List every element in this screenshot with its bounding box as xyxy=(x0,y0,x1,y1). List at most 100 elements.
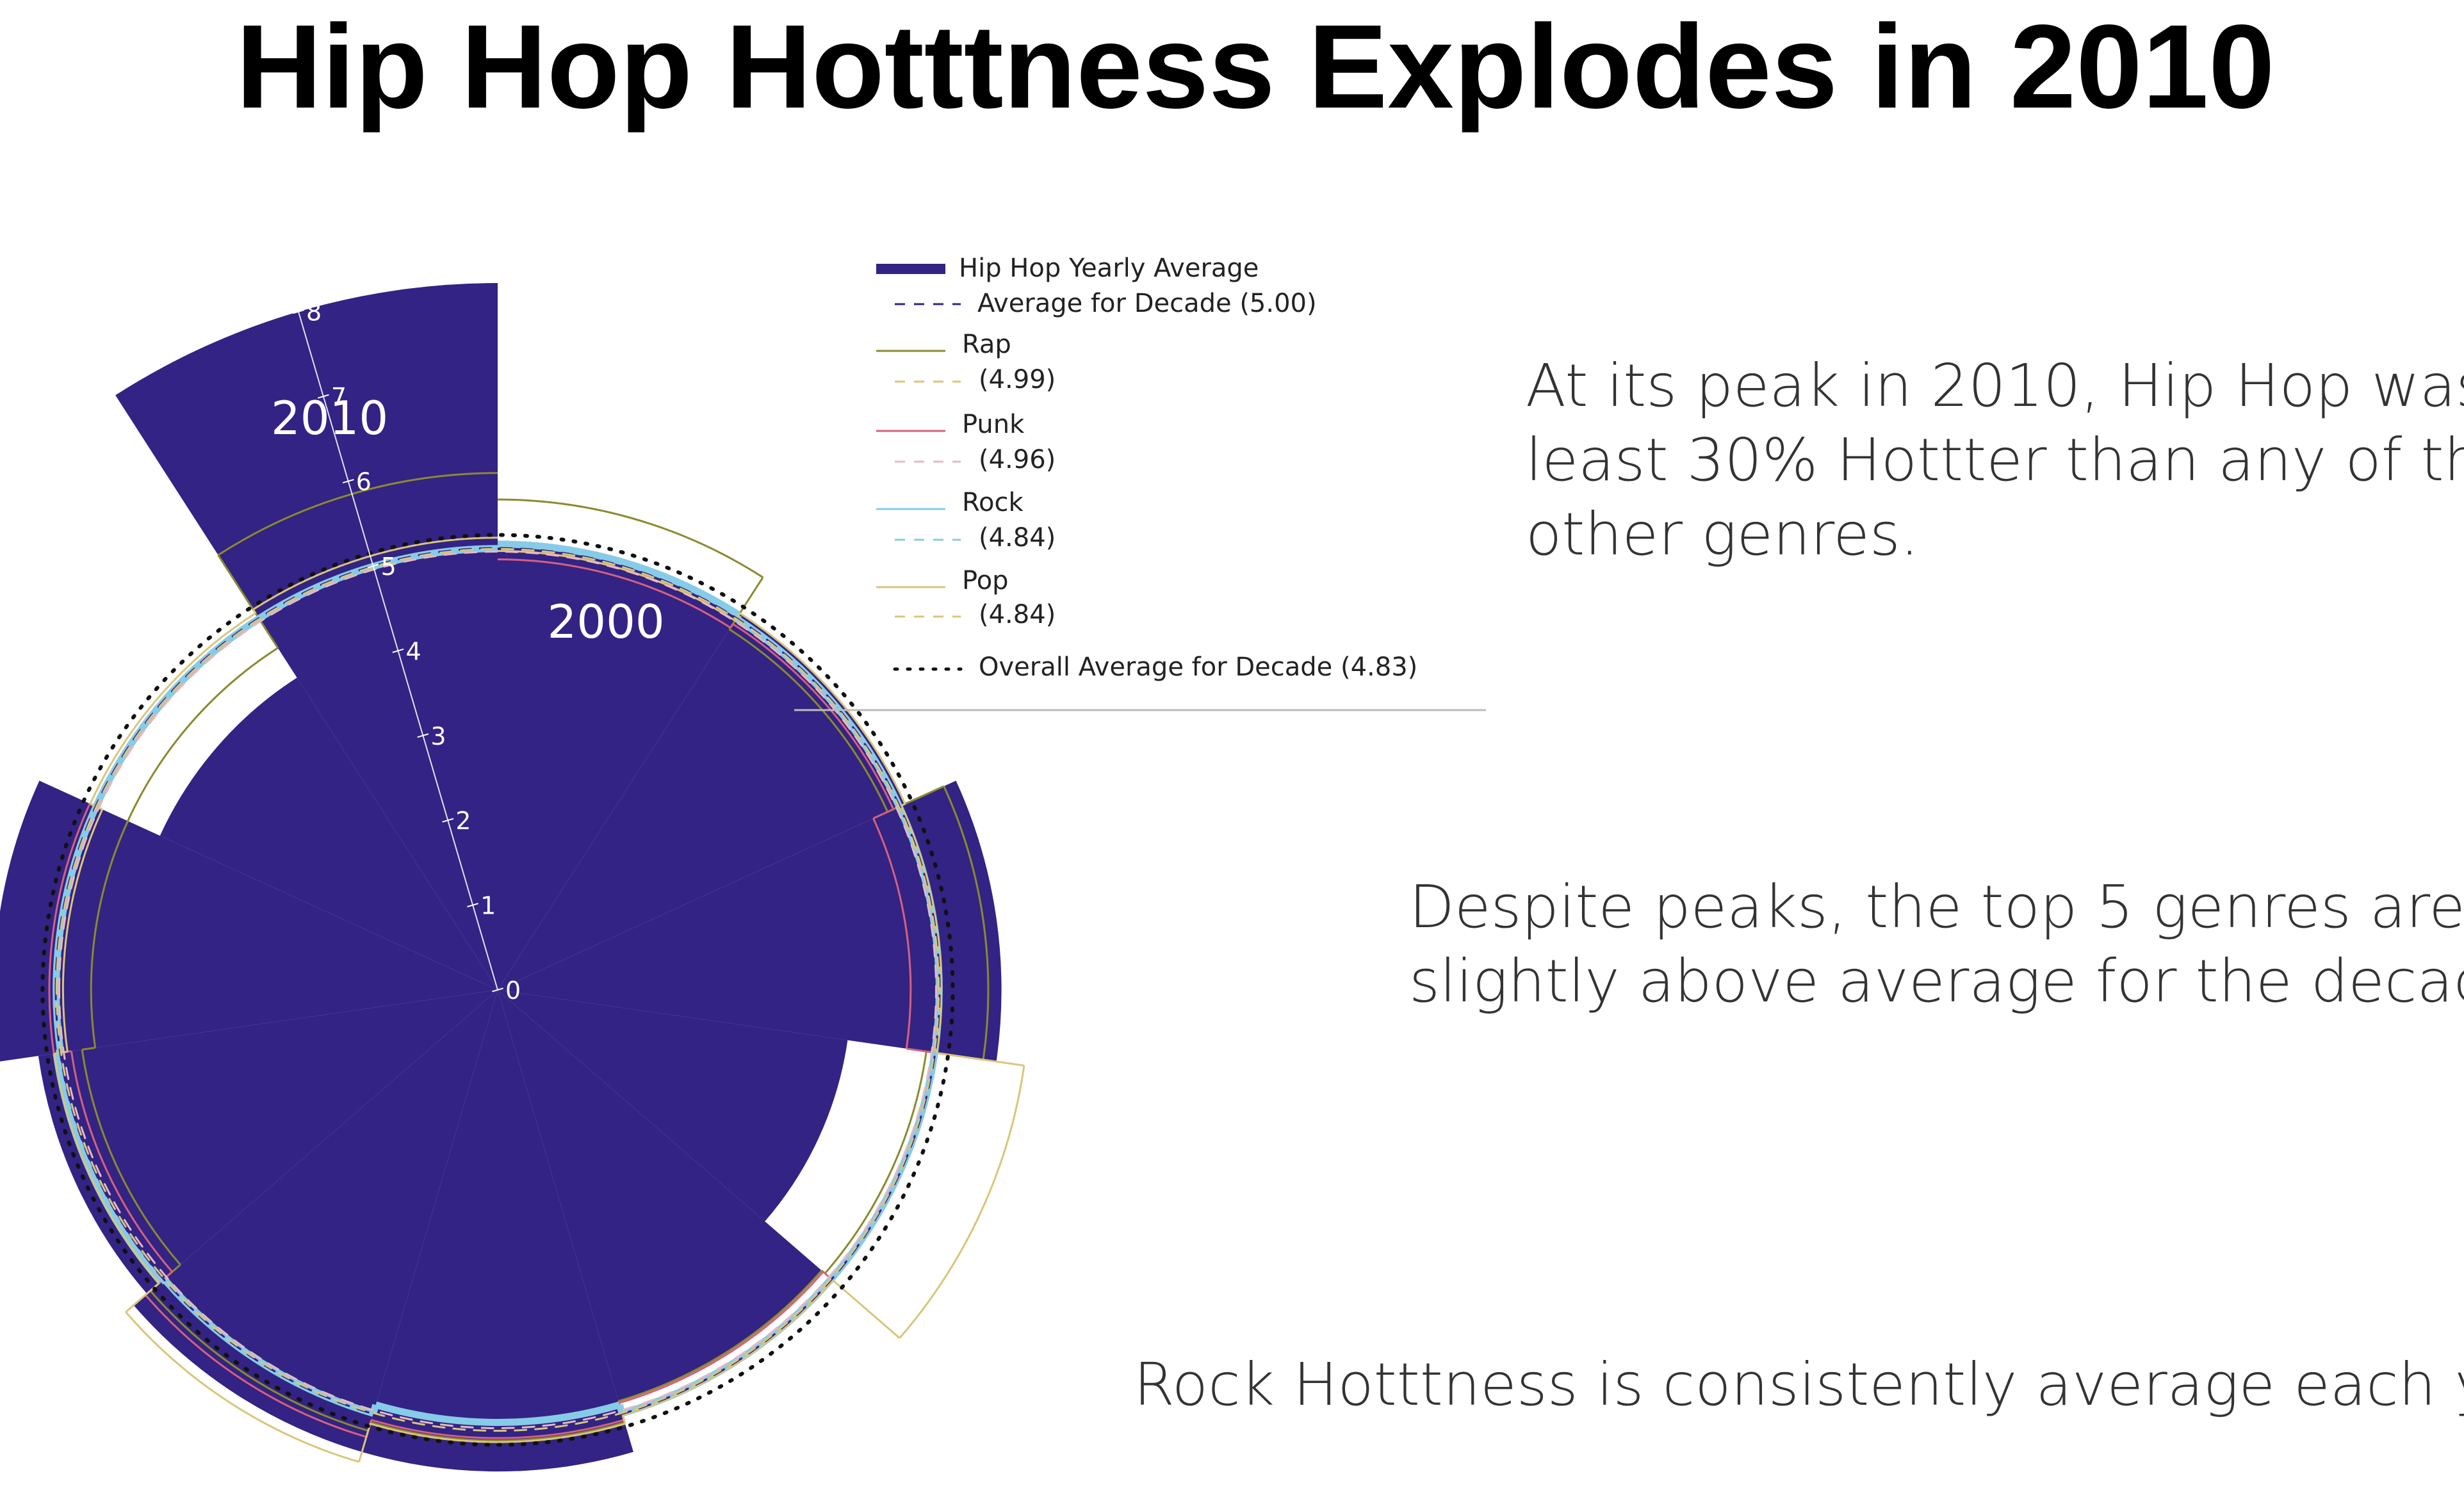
legend: Hip Hop Yearly Average Average for Decad… xyxy=(876,254,1417,682)
tick-mark-0 xyxy=(492,987,503,992)
pop-arc-2009 xyxy=(89,612,256,805)
rock-arc-2000 xyxy=(497,540,741,618)
hiphop-bar-2005 xyxy=(362,990,633,1472)
rock-step-2006 xyxy=(370,1404,379,1414)
note-top5-line2: slightly above average for the decade. xyxy=(1409,947,2464,1016)
tick-mark-4 xyxy=(392,648,404,653)
rap-step-2010 xyxy=(217,554,279,649)
hiphop-bar-2003 xyxy=(498,990,848,1222)
tick-label-1: 1 xyxy=(480,892,496,920)
pop-step-2005 xyxy=(621,1414,626,1425)
tick-mark-5 xyxy=(367,563,379,569)
legend-overall-avg: Overall Average for Decade (4.83) xyxy=(979,652,1417,682)
punk-arc-2005 xyxy=(371,1419,624,1439)
hiphop-bar-2004 xyxy=(498,990,822,1402)
punk-step-2001 xyxy=(730,623,734,629)
pop-arc-2001 xyxy=(739,612,906,805)
tick-label-6: 6 xyxy=(356,468,371,496)
year-label-2010: 2010 xyxy=(271,391,388,445)
rock-arc-2007 xyxy=(53,1053,164,1284)
hiphop-bars xyxy=(0,283,1002,1472)
rap-arc-2009 xyxy=(127,647,279,821)
year-label-2000: 2000 xyxy=(548,595,665,649)
legend-hiphop-avg: Average for Decade (5.00) xyxy=(977,289,1317,318)
decade-average-rap xyxy=(55,547,940,1432)
hiphop-bar-2009 xyxy=(159,677,498,990)
rap-arc-2002 xyxy=(943,786,990,1060)
legend-pop-avg: (4.84) xyxy=(979,600,1056,629)
hiphop-bar-2010 xyxy=(115,283,498,990)
pop-arc-2002 xyxy=(900,805,942,1053)
rap-step-2008 xyxy=(81,1046,95,1051)
rap-arc-2007 xyxy=(81,1049,181,1266)
pop-arc-2003 xyxy=(899,1065,1025,1339)
note-top5-line1: Despite peaks, the top 5 genres are just xyxy=(1409,873,2464,941)
legend-rock-avg: (4.84) xyxy=(979,523,1056,553)
punk-arc-2002 xyxy=(872,818,912,1049)
tick-label-4: 4 xyxy=(405,637,421,665)
punk-arc-2006 xyxy=(144,1294,367,1438)
tick-label-0: 0 xyxy=(505,976,521,1005)
pop-step-2002 xyxy=(901,803,906,807)
legend-punk-label: Punk xyxy=(962,410,1025,439)
legend-rap-avg: (4.99) xyxy=(979,365,1056,394)
rap-arc-2000 xyxy=(497,498,763,578)
tick-mark-8 xyxy=(293,309,304,314)
hiphop-bar-2008 xyxy=(0,781,498,1062)
punk-arc-2003 xyxy=(832,1053,938,1281)
pop-step-2010 xyxy=(252,609,257,614)
decade-average-overall xyxy=(40,533,955,1447)
decade-average-lines xyxy=(40,533,955,1447)
punk-arc-2007 xyxy=(70,1051,173,1273)
hiphop-bar-2001 xyxy=(498,613,905,990)
note-peak-line2: least 30% Hottter than any of the xyxy=(1526,426,2464,494)
rap-arc-2003 xyxy=(824,1051,927,1274)
legend-pop-label: Pop xyxy=(962,566,1009,595)
radial-axis: 0 1 2 3 4 5 6 7 8 xyxy=(293,298,521,1005)
punk-arc-2001 xyxy=(732,623,895,810)
legend-punk-avg: (4.96) xyxy=(979,445,1056,474)
tick-label-8: 8 xyxy=(306,298,322,327)
rock-step-2005 xyxy=(616,1404,626,1414)
tick-label-3: 3 xyxy=(430,722,446,750)
note-peak-line1: At its peak in 2010, Hip Hop was at xyxy=(1526,352,2464,420)
tick-mark-6 xyxy=(342,479,354,484)
tick-label-2: 2 xyxy=(455,807,471,835)
rap-arc-2006 xyxy=(149,1290,369,1432)
rock-arc-2005 xyxy=(375,1401,621,1427)
hiphop-bar-2002 xyxy=(498,781,1002,1062)
tick-mark-2 xyxy=(442,818,454,823)
hiphop-bar-2007 xyxy=(38,990,498,1294)
tick-mark-3 xyxy=(417,733,429,738)
pop-step-2006 xyxy=(358,1423,371,1462)
rap-arc-2008 xyxy=(90,820,129,1048)
hiphop-bar-2000 xyxy=(498,544,739,990)
tick-mark-1 xyxy=(467,903,479,908)
decade-average-punk xyxy=(58,551,937,1429)
tick-label-7: 7 xyxy=(331,383,347,411)
year-labels: 2000 2010 xyxy=(271,391,665,649)
pop-arc-2007 xyxy=(53,1053,160,1284)
chart-title: Hip Hop Hotttness Explodes in 2010 xyxy=(236,1,2274,133)
punk-arc-2004 xyxy=(619,1271,824,1404)
punk-arc-2000 xyxy=(497,558,731,629)
pop-arc-2004 xyxy=(622,1279,834,1416)
punk-arc-2008 xyxy=(48,803,91,1054)
annotations: At its peak in 2010, Hip Hop was at leas… xyxy=(1134,352,2464,1419)
legend-rock-label: Rock xyxy=(962,488,1024,517)
punk-step-2002 xyxy=(872,808,894,820)
pop-arc-2006 xyxy=(125,1311,359,1463)
legend-rap-label: Rap xyxy=(962,330,1011,359)
pop-arc-2008 xyxy=(61,809,104,1052)
tick-mark-7 xyxy=(317,394,329,399)
tick-label-5: 5 xyxy=(381,553,396,581)
pop-arc-2005 xyxy=(370,1423,626,1443)
note-peak-line3: other genres. xyxy=(1526,500,1919,569)
legend-hiphop-label: Hip Hop Yearly Average xyxy=(959,254,1259,283)
rap-arc-2004 xyxy=(618,1270,822,1402)
note-rock-line: Rock Hotttness is consistently average e… xyxy=(1134,1350,2464,1419)
pop-step-2004 xyxy=(832,1279,901,1339)
rap-arc-2005 xyxy=(370,1421,625,1442)
